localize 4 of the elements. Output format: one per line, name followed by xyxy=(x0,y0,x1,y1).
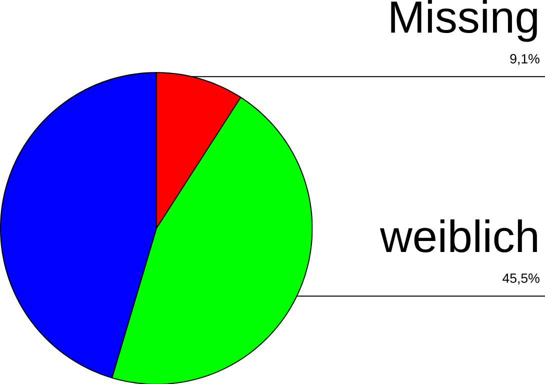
slice-label: Missing xyxy=(391,0,537,42)
data-label: 9,1% xyxy=(510,54,540,65)
slice-label: weiblich xyxy=(380,219,537,252)
data-label: 45,5% xyxy=(502,273,540,284)
